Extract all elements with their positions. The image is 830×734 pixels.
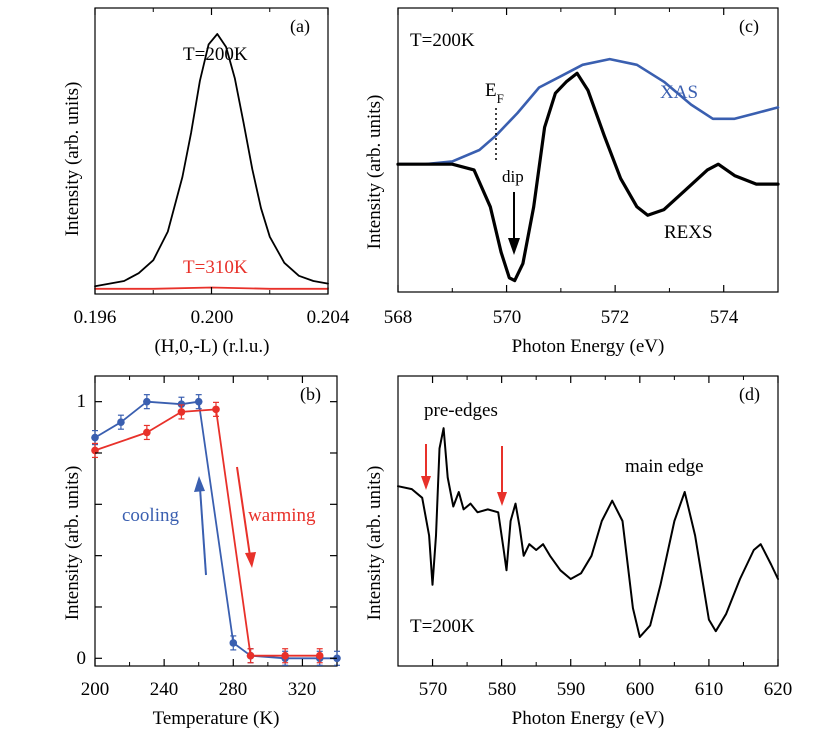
warming-arrow [236,466,251,557]
panel-a-tick-label: 0.204 [307,307,350,328]
panel-b-tick-label: 280 [219,679,248,700]
panel-c-y-axis-label: Intensity (arb. units) [364,95,385,250]
panel-b-frame [94,375,338,667]
data-point-warming [91,446,99,455]
data-point-warming [281,651,289,660]
panel-d-y-axis-label: Intensity (arb. units) [364,466,385,621]
cooling-label: cooling [122,505,179,526]
dip-label: dip [502,167,524,186]
panel-c-temp-label: T=200K [410,30,475,51]
panel-d: (d) pre-edges main edge T=200K Intensity… [364,375,793,729]
panel-c-tick-label: 568 [384,307,413,328]
panel-b-ytick-label: 0 [77,648,87,669]
panel-d-tick-label: 580 [488,679,517,700]
data-point-cooling [194,397,203,406]
dip-arrow-head-icon [508,238,520,255]
panel-c: (c) T=200K EF dip XAS REXS Intensity (ar… [364,7,780,357]
panel-c-ticks [397,8,779,292]
pre-edge-arrow-head-icon [421,476,431,490]
data-point-warming [246,651,255,660]
xas-label: XAS [660,82,698,103]
series-line-warming [94,408,321,657]
warming-arrow-head-icon [245,552,256,568]
panel-d-tick-label: 610 [695,679,724,700]
panel-b-ytick-label: 1 [77,391,87,412]
panel-d-ticks [397,376,779,666]
panel-c-tick-label: 570 [493,307,522,328]
pre-edge-arrow-head-icon [497,492,507,506]
data-point-warming [212,405,220,414]
panel-b-ticks [94,376,338,666]
rexs-label: REXS [664,222,713,243]
panel-b-x-axis-label: Temperature (K) [153,708,280,729]
panel-a-tick-label: 0.200 [191,307,234,328]
data-point-warming [143,428,151,437]
panel-c-label: (c) [739,16,759,37]
panel-d-tick-label: 570 [419,679,448,700]
panel-b-y-axis-label: Intensity (arb. units) [62,466,83,621]
panel-a-series [94,33,329,290]
panel-d-label: (d) [739,384,760,405]
series-line-t-200k [94,33,329,288]
series-line-xas [396,57,780,166]
panel-b: (b) cooling warming Intensity (arb. unit… [62,375,341,729]
pre-edges-label: pre-edges [424,400,498,421]
panel-a-y-axis-label: Intensity (arb. units) [62,82,83,237]
data-point-cooling [229,639,238,647]
panel-b-series [91,394,341,666]
panel-c-frame [397,7,779,293]
panel-c-tick-label: 574 [710,307,739,328]
data-point-cooling [91,433,99,442]
panel-c-series [396,57,780,283]
panel-a-tick-label: 0.196 [74,307,117,328]
data-point-warming [177,408,186,416]
panel-d-tick-label: 620 [764,679,793,700]
panel-d-frame [397,375,779,667]
panel-b-tick-label: 200 [81,679,110,700]
panel-c-x-axis-label: Photon Energy (eV) [512,336,665,357]
main-edge-label: main edge [625,456,704,477]
panel-d-temp-label: T=200K [410,616,475,637]
panel-d-series [397,427,779,638]
panel-d-tick-label: 590 [557,679,586,700]
panel-a: (a) T=200K T=310K Intensity (arb. units)… [62,7,350,357]
panel-b-label: (b) [300,384,321,405]
panel-b-tick-label: 320 [288,679,317,700]
data-point-cooling [117,418,125,426]
panel-b-tick-label: 240 [150,679,179,700]
panel-c-tick-label: 572 [601,307,630,328]
series-line-rexs [396,71,780,283]
data-point-warming [315,651,324,660]
series-line-spectrum [397,427,779,638]
panel-a-x-axis-label: (H,0,-L) (r.l.u.) [154,336,269,357]
panel-a-label: (a) [290,16,310,37]
ef-label: EF [485,80,504,106]
ef-main: E [485,80,497,101]
panel-d-tick-label: 600 [626,679,655,700]
panel-d-x-axis-label: Photon Energy (eV) [512,708,665,729]
ef-subscript: F [497,91,504,106]
data-point-cooling [177,400,186,409]
warming-label: warming [248,505,316,526]
series-line-cooling [94,400,338,660]
panel-a-ticks [94,8,329,294]
cooling-arrow-head-icon [194,476,205,492]
cooling-arrow [199,487,207,576]
data-point-cooling [143,397,151,406]
panel-a-t200-label: T=200K [183,44,248,65]
panel-a-t310-label: T=310K [183,257,248,278]
